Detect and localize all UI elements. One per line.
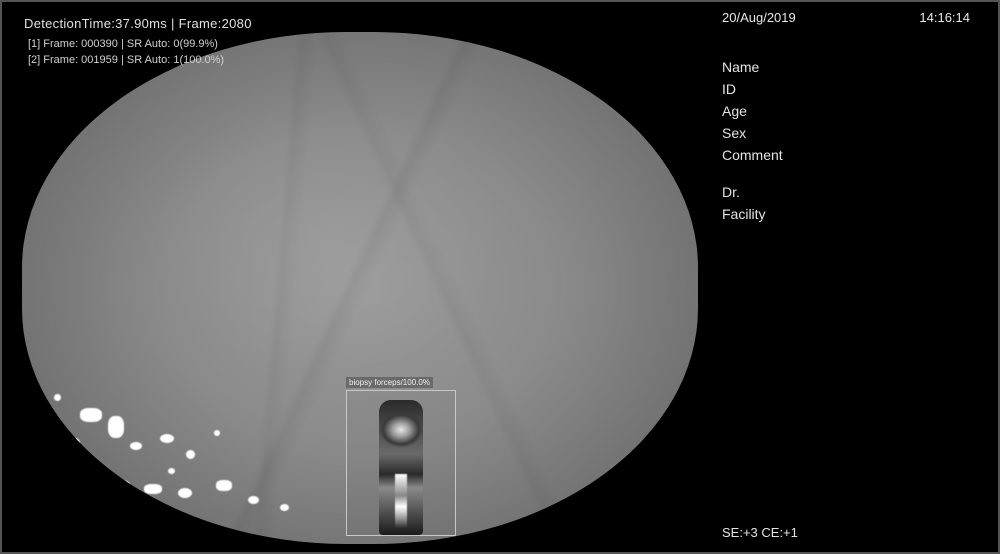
patient-fields: Name ID Age Sex Comment Dr. Facility (722, 57, 980, 225)
info-panel: 20/Aug/2019 14:16:14 Name ID Age Sex Com… (722, 10, 980, 226)
frame-label: Frame: (179, 16, 222, 31)
specular-highlight (216, 480, 232, 491)
specular-highlight (186, 450, 195, 459)
specular-highlight (54, 394, 61, 401)
date-value: 20/Aug/2019 (722, 10, 796, 25)
time-value: 14:16:14 (919, 10, 970, 25)
detection-time-value: 37.90ms (115, 16, 167, 31)
specular-highlight (214, 430, 220, 436)
overlay-history-line-2: [2] Frame: 001959 | SR Auto: 1(100.0%) (28, 54, 224, 66)
specular-highlight (108, 416, 124, 438)
specular-highlight (72, 480, 83, 488)
specular-highlight (248, 496, 259, 504)
detection-bounding-box: biopsy forceps/100.0% (346, 390, 456, 536)
specular-highlight (92, 462, 100, 470)
field-facility: Facility (722, 204, 980, 225)
specular-highlight (160, 434, 174, 443)
specular-highlight (130, 442, 142, 450)
field-name: Name (722, 57, 980, 78)
specular-highlight (144, 484, 162, 494)
specular-highlight (70, 438, 80, 448)
field-age: Age (722, 101, 980, 122)
field-sex: Sex (722, 123, 980, 144)
specular-highlight (106, 480, 130, 492)
specular-highlight (178, 488, 192, 498)
image-enhancement-status: SE:+3 CE:+1 (722, 525, 798, 540)
detection-overlay-header: DetectionTime:37.90ms | Frame:2080 (24, 16, 252, 31)
specular-highlight (168, 468, 175, 474)
specular-highlight (280, 504, 289, 511)
video-feed-region: DetectionTime:37.90ms | Frame:2080 [1] F… (10, 10, 710, 544)
overlay-separator: | (167, 16, 179, 31)
overlay-history-line-1: [1] Frame: 000390 | SR Auto: 0(99.9%) (28, 38, 218, 50)
biopsy-forceps-icon (379, 400, 422, 535)
field-comment: Comment (722, 145, 980, 166)
datetime-row: 20/Aug/2019 14:16:14 (722, 10, 980, 25)
detection-box-label: biopsy forceps/100.0% (346, 377, 433, 388)
detection-time-label: DetectionTime: (24, 16, 115, 31)
field-id: ID (722, 79, 980, 100)
field-doctor: Dr. (722, 182, 980, 203)
frame-value: 2080 (222, 16, 252, 31)
specular-highlight (80, 408, 102, 422)
